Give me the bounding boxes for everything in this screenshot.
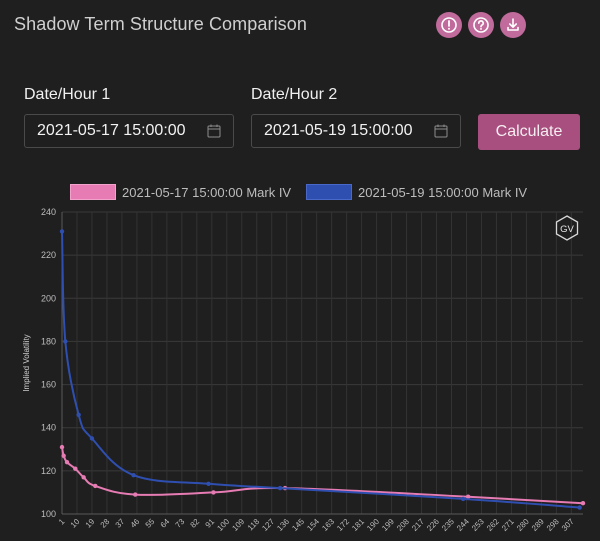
x-tick-label: 262 [485,517,501,533]
x-tick-label: 199 [380,517,396,533]
x-tick-label: 1 [57,517,67,527]
x-tick-label: 46 [129,517,142,530]
iv-term-structure-chart: 100 120 140 160 180 200 220 240 1 10 19 28 37 46 55 64 7… [22,207,586,533]
legend-item-series-2[interactable]: 2021-05-19 15:00:00 Mark IV [306,184,527,200]
x-tick-label: 127 [260,517,276,533]
x-tick-label: 163 [320,517,336,533]
y-tick-label: 220 [41,250,56,260]
legend-label-series-2: 2021-05-19 15:00:00 Mark IV [358,184,528,200]
x-tick-label: 145 [290,517,306,533]
calculate-button[interactable]: Calculate [478,114,580,150]
date-hour-1-input[interactable]: 2021-05-17 15:00:00 [24,114,234,148]
download-icon [507,18,519,31]
page-title: Shadow Term Structure Comparison [14,14,307,34]
series-1-point [133,492,138,497]
x-tick-label: 136 [275,517,291,533]
x-tick-label: 154 [305,517,321,533]
series-2-point [577,505,582,510]
date-hour-1-label: Date/Hour 1 [24,86,111,103]
calendar-icon[interactable] [434,124,448,138]
x-tick-label: 280 [515,517,531,533]
help-button[interactable] [468,12,494,38]
x-tick-label: 298 [545,517,561,533]
x-tick-label: 73 [174,517,187,530]
x-tick-label: 82 [189,517,202,530]
x-tick-label: 172 [335,517,351,533]
x-tick-label: 181 [350,517,366,533]
download-button[interactable] [500,12,526,38]
x-tick-label: 109 [230,517,246,533]
x-tick-label: 37 [114,517,127,530]
x-tick-label: 307 [560,517,576,533]
x-tick-label: 289 [530,517,546,533]
x-tick-label: 55 [144,517,157,530]
alert-icon [441,17,457,33]
series-1-point [81,475,86,480]
series-1-point [64,460,70,465]
help-icon [473,17,489,33]
x-tick-label: 118 [246,517,262,533]
series-1-point [211,490,216,495]
x-tick-label: 10 [69,517,82,530]
legend-item-series-1[interactable]: 2021-05-17 15:00:00 Mark IV [70,184,291,200]
y-axis-label: Implied Volatility [22,334,31,391]
series-2-point [206,481,211,486]
date-hour-1-value: 2021-05-17 15:00:00 [37,122,186,139]
y-tick-label: 200 [41,293,56,303]
x-tick-label: 208 [395,517,411,533]
y-tick-label: 160 [41,380,56,390]
series-line-1 [61,446,584,505]
x-tick-label: 271 [500,517,516,533]
y-tick-label: 120 [41,466,56,476]
series-2-point [277,485,283,491]
y-tick-label: 140 [41,423,56,433]
y-tick-label: 100 [41,509,56,519]
series-1-point [61,453,66,458]
x-tick-label: 244 [455,517,471,533]
alert-button[interactable] [436,12,462,38]
x-tick-label: 100 [215,517,231,533]
gv-badge-text: GV [560,224,574,235]
x-tick-label: 91 [204,517,217,530]
x-tick-label: 190 [365,517,381,533]
series-2-point [63,339,68,344]
x-tick-label: 64 [159,517,172,530]
x-tick-label: 28 [99,517,112,530]
x-tick-label: 226 [425,517,441,533]
calendar-icon[interactable] [207,124,221,138]
x-tick-label: 217 [410,517,426,533]
legend-label-series-1: 2021-05-17 15:00:00 Mark IV [122,184,292,200]
gv-badge-icon: GV [555,215,579,241]
series-1-point [59,444,65,450]
series-2-point [460,496,466,502]
x-tick-label: 19 [84,517,97,530]
series-2-point [59,229,65,234]
series-1-point [580,501,586,506]
date-hour-2-input[interactable]: 2021-05-19 15:00:00 [251,114,461,148]
legend-swatch-series-2 [306,184,352,200]
series-2-point [89,436,95,441]
x-tick-label: 253 [470,517,486,533]
date-hour-2-value: 2021-05-19 15:00:00 [264,122,413,139]
x-tick-label: 235 [440,517,456,533]
series-1-point [465,494,471,499]
y-tick-label: 180 [41,336,56,346]
series-2-point [76,412,81,417]
series-1-point [73,466,78,471]
series-1-point [93,483,98,489]
legend-swatch-series-1 [70,184,116,200]
series-line-2 [61,231,580,509]
date-hour-2-label: Date/Hour 2 [251,86,338,103]
y-tick-label: 240 [41,207,56,217]
series-2-point [131,472,136,478]
